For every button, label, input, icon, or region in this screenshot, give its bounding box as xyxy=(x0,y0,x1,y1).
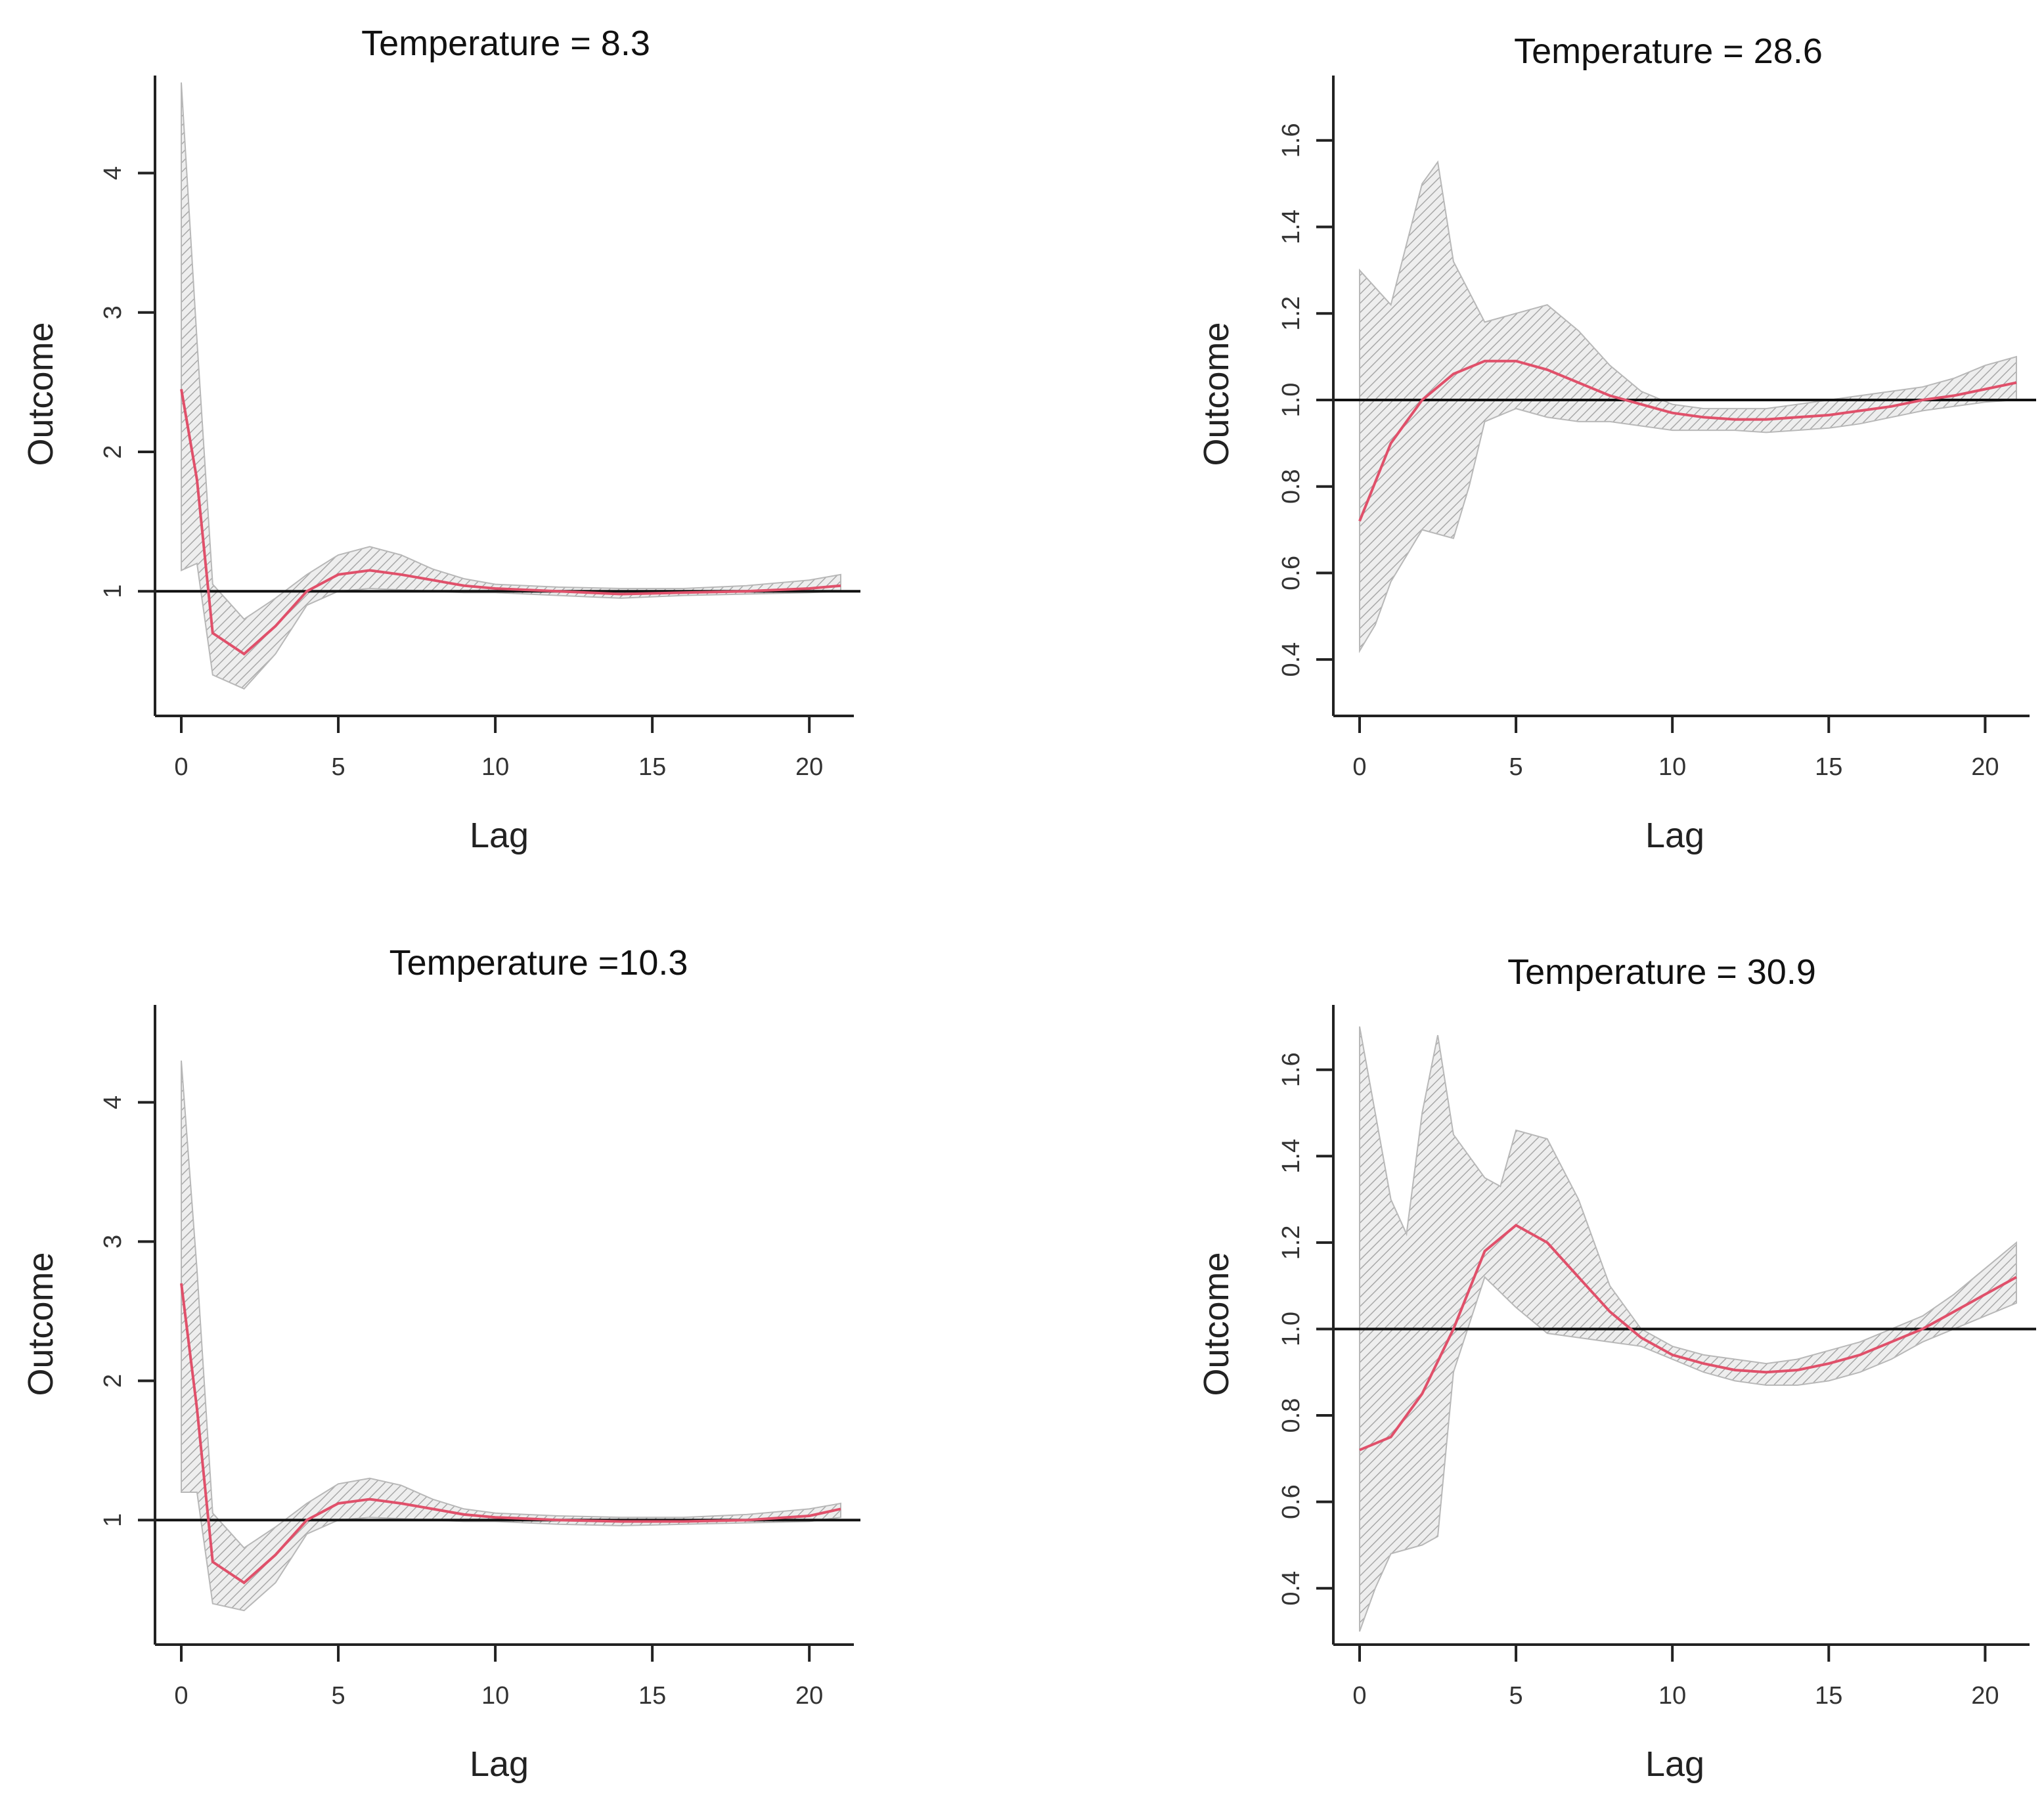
y-tick-label: 1.0 xyxy=(1278,383,1305,418)
y-axis-label: Outcome xyxy=(21,1252,60,1396)
confidence-band xyxy=(181,82,841,690)
panel-temperature-8-3: Temperature = 8.3 Lag Outcome 0 5 10 15 20 1 2… xyxy=(21,24,860,855)
y-tick-label: 2 xyxy=(99,1374,127,1388)
panel-title: Temperature =10.3 xyxy=(389,943,688,983)
y-tick-label: 0.8 xyxy=(1278,469,1305,504)
x-tick-label: 15 xyxy=(638,1682,666,1710)
estimate-line xyxy=(1358,359,2017,522)
x-axis-label: Lag xyxy=(1645,816,1704,855)
x-axis-label: Lag xyxy=(470,1744,529,1784)
y-tick-label: 3 xyxy=(99,1235,127,1249)
panel-temperature-10-3: Temperature =10.3 Lag Outcome 0 5 10 15 20 1 2… xyxy=(21,943,860,1784)
y-tick-label: 1 xyxy=(99,1513,127,1527)
x-tick-label: 15 xyxy=(1815,753,1842,781)
y-tick-label: 4 xyxy=(99,1096,127,1109)
y-tick-label: 1 xyxy=(99,585,127,598)
panel-temperature-30-9: Temperature = 30.9 Lag Outcome 0 5 10 15 20 0… xyxy=(1197,952,2036,1784)
x-tick-label: 5 xyxy=(1509,753,1523,781)
x-tick-label: 10 xyxy=(481,753,509,781)
x-tick-label: 20 xyxy=(795,1682,823,1710)
y-tick-label: 1.4 xyxy=(1278,210,1305,244)
x-tick-label: 10 xyxy=(481,1682,509,1710)
y-tick-label: 1.6 xyxy=(1278,1052,1305,1087)
panel-temperature-28-6: Temperature = 28.6 Lag Outcome 0 5 10 15 20 0… xyxy=(1197,32,2036,855)
y-tick-label: 1.2 xyxy=(1278,296,1305,331)
panel-title: Temperature = 30.9 xyxy=(1507,952,1816,992)
x-tick-label: 10 xyxy=(1658,753,1686,781)
estimate-line xyxy=(180,1283,841,1585)
y-tick-label: 1.6 xyxy=(1278,123,1305,158)
x-tick-label: 20 xyxy=(795,753,823,781)
y-axis-label: Outcome xyxy=(1197,1252,1236,1396)
y-tick-label: 0.6 xyxy=(1278,1484,1305,1519)
x-axis-label: Lag xyxy=(1645,1744,1704,1784)
panel-title: Temperature = 8.3 xyxy=(361,24,650,63)
y-tick-label: 3 xyxy=(99,305,127,319)
x-axis-label: Lag xyxy=(470,816,529,855)
x-tick-label: 10 xyxy=(1658,1682,1686,1710)
x-tick-label: 0 xyxy=(174,1682,188,1710)
estimate-line xyxy=(180,389,841,656)
y-axis-label: Outcome xyxy=(1197,322,1236,466)
x-tick-label: 5 xyxy=(331,753,345,781)
y-tick-label: 0.4 xyxy=(1278,1571,1305,1606)
y-axis-label: Outcome xyxy=(21,322,60,466)
y-tick-label: 1.0 xyxy=(1278,1312,1305,1346)
y-tick-label: 0.6 xyxy=(1278,556,1305,590)
y-tick-label: 4 xyxy=(99,166,127,180)
confidence-band xyxy=(181,1060,841,1612)
y-tick-label: 2 xyxy=(99,445,127,458)
x-tick-label: 5 xyxy=(331,1682,345,1710)
estimate-line xyxy=(1359,1224,2017,1452)
x-tick-label: 5 xyxy=(1509,1682,1523,1710)
confidence-band xyxy=(1359,160,2017,654)
y-tick-label: 1.2 xyxy=(1278,1225,1305,1260)
x-tick-label: 20 xyxy=(1971,1682,1999,1710)
y-tick-label: 0.4 xyxy=(1278,642,1305,677)
panel-title: Temperature = 28.6 xyxy=(1514,32,1823,71)
x-tick-label: 0 xyxy=(1352,1682,1366,1710)
x-tick-label: 20 xyxy=(1971,753,1999,781)
x-tick-label: 0 xyxy=(1352,753,1366,781)
y-tick-label: 1.4 xyxy=(1278,1139,1305,1174)
confidence-band xyxy=(1359,1026,2017,1632)
x-tick-label: 15 xyxy=(1815,1682,1842,1710)
x-tick-label: 0 xyxy=(174,753,188,781)
x-tick-label: 15 xyxy=(638,753,666,781)
y-tick-label: 0.8 xyxy=(1278,1398,1305,1433)
